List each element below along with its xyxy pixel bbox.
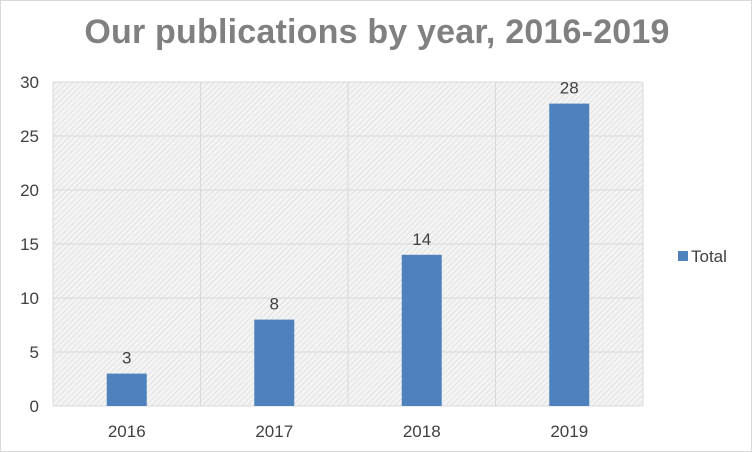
x-tick-label: 2019 (550, 422, 588, 441)
bar (254, 319, 295, 406)
x-tick-label: 2018 (403, 422, 441, 441)
data-label: 8 (270, 295, 279, 314)
x-tick-label: 2017 (255, 422, 293, 441)
data-label: 14 (412, 230, 431, 249)
data-label: 3 (122, 349, 131, 368)
bar (401, 254, 442, 406)
y-tick-label: 25 (20, 127, 39, 146)
x-tick-label: 2016 (108, 422, 146, 441)
y-tick-label: 5 (30, 343, 39, 362)
y-tick-label: 15 (20, 235, 39, 254)
legend-label: Total (691, 247, 727, 266)
bar (549, 103, 590, 406)
y-tick-label: 0 (30, 397, 39, 416)
y-tick-label: 20 (20, 181, 39, 200)
chart-title: Our publications by year, 2016-2019 (84, 13, 670, 51)
legend-swatch (678, 251, 688, 261)
bar (106, 373, 147, 406)
y-tick-label: 10 (20, 289, 39, 308)
y-tick-label: 30 (20, 73, 39, 92)
data-label: 28 (560, 79, 579, 98)
